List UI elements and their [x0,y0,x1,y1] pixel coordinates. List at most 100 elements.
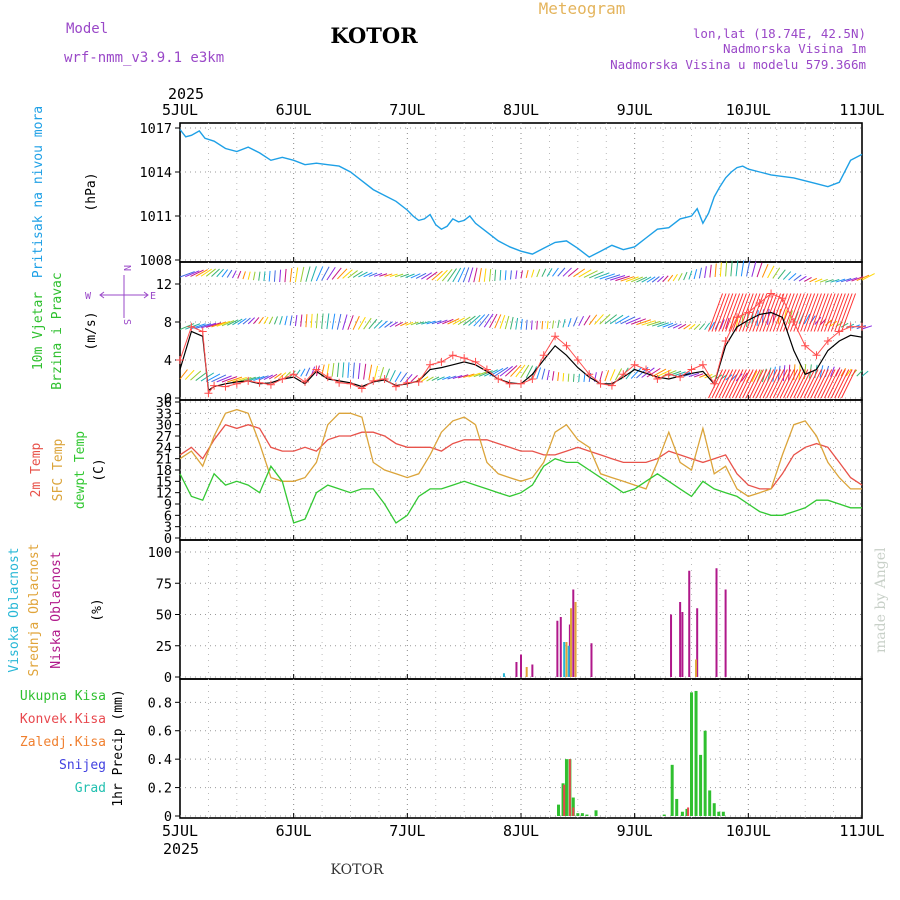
wind-barb [657,275,665,283]
precip-bar [571,797,575,816]
wind-hatch [837,293,853,332]
wind-barb [536,320,538,330]
wind-obs-marker [357,384,366,393]
cloud-bar [572,589,575,677]
wind-barb [630,276,643,283]
cloud-bar [724,589,727,677]
wind-barb [693,323,701,330]
wind-barb [300,266,305,283]
wind-barb [683,323,691,330]
wind-hatch [755,369,771,399]
wind-barb [599,313,611,325]
precip-bar [563,784,566,816]
wind-barb [499,314,506,329]
wind-barb [373,319,383,329]
cloud-ytick-label: 0 [164,670,172,686]
wind-obs-marker [482,365,491,374]
wind-barb [489,313,498,328]
temp-dewpt-label: dewpt Temp [73,431,88,509]
precip-bar [561,783,565,816]
cloud-bar [590,643,593,677]
wind-barb [589,271,604,279]
wind-barb [525,319,528,330]
wind-barb [541,320,544,330]
wind-barb [436,319,448,325]
wind-barb [814,278,823,283]
precip-ytick-label: 0.2 [148,781,172,797]
wind-barb [709,321,715,330]
wind-barb [315,313,319,329]
wind-barb [494,314,502,329]
wind-barb [615,315,630,325]
wind-barb [384,273,393,277]
credit-watermark: made by Angel [873,547,889,653]
wind-barb [751,261,757,277]
wind-barb [310,266,317,282]
wind-barb [819,365,824,378]
wind-obs-marker [642,365,651,374]
wind-barb [442,318,454,325]
wind-barb [641,367,655,378]
model-name: wrf-nmm_v3.9.1 e3km [64,50,224,66]
precip-bar [576,813,580,816]
wind-hatch [735,293,751,332]
wind-barb [662,370,677,377]
wind-barb [232,376,247,383]
wind-barb [788,310,793,324]
wind-hatch [714,293,730,332]
xtick-label-top: 7JUL [389,101,425,119]
precip-bar [690,692,693,816]
wind-obs-marker [562,341,571,350]
wind-barb [284,371,291,378]
wind-barb [357,363,361,380]
wind-barb [735,260,739,277]
wind-barb [195,323,212,329]
wind-barb [840,278,852,283]
wind-hatch [817,369,833,399]
wind-barb [677,273,683,281]
wind-barb [746,260,751,277]
wind-barb [861,325,873,330]
wind-hatch [752,293,768,332]
wind-hatch [745,293,761,332]
pressure-title: Pritisak na nivou mora [31,106,46,278]
temp-unit: (C) [92,458,107,481]
temperature-ytick-label: 30 [156,418,172,434]
wind-obs-marker [835,327,844,336]
compass-south: S [121,319,132,325]
wind-barb [410,273,421,279]
cloud-ytick-label: 100 [148,545,172,561]
wind-barb [347,315,354,330]
wind-hatch [830,293,846,332]
temperature-ytick-label: 12 [156,486,172,502]
cloud-niska-label: Niska Oblacnost [49,551,64,668]
xtick-label-bottom: 11JUL [839,822,884,840]
wind-obs-marker [698,360,707,369]
wind-barb [572,373,575,382]
wind-barb [551,371,555,381]
wind-obs-marker [198,327,207,336]
wind-barb [583,315,591,326]
wind-barb [856,274,870,282]
temperature-ytick-label: 27 [156,429,172,445]
wind-barb [667,323,678,329]
wind-barb [268,373,278,380]
wind-hatch [752,369,768,399]
wind-barb [326,313,330,330]
wind-barb [242,317,251,325]
wind-hatch [759,369,775,399]
wind-barb [405,273,415,278]
wind-barb [442,376,451,381]
wind-barb [368,364,373,381]
wind-obs-marker [391,382,400,391]
wind-obs-marker [278,375,287,383]
wind-obs-marker [471,357,480,366]
wind-barb [772,366,776,382]
xtick-label-bottom: 10JUL [726,822,771,840]
wind-barb [268,316,274,325]
wind-barb [819,278,828,283]
precip-bar [568,759,571,816]
wind-barb [300,314,303,327]
wind-barb [704,322,711,331]
wind-barb [652,321,665,327]
